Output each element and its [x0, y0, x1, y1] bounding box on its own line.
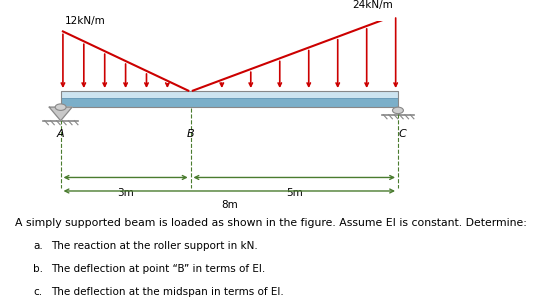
Text: The deflection at point “B” in terms of EI.: The deflection at point “B” in terms of … [52, 264, 266, 274]
Text: 12kN/m: 12kN/m [65, 16, 106, 26]
Text: 24kN/m: 24kN/m [353, 0, 393, 10]
Text: b.: b. [33, 264, 43, 274]
Polygon shape [60, 98, 398, 107]
Text: The reaction at the roller support in kN.: The reaction at the roller support in kN… [52, 241, 258, 251]
Polygon shape [49, 107, 72, 121]
Text: 5m: 5m [286, 188, 302, 198]
Text: The deflection at the midspan in terms of EI.: The deflection at the midspan in terms o… [52, 287, 284, 297]
Polygon shape [60, 91, 398, 98]
Circle shape [55, 104, 66, 110]
Text: A: A [57, 129, 64, 139]
Text: 3m: 3m [117, 188, 134, 198]
Circle shape [392, 107, 403, 114]
Text: B: B [187, 129, 194, 139]
Text: a.: a. [33, 241, 43, 251]
Text: 8m: 8m [221, 200, 238, 210]
Text: C: C [399, 129, 407, 139]
Text: A simply supported beam is loaded as shown in the figure. Assume EI is constant.: A simply supported beam is loaded as sho… [15, 218, 527, 228]
Text: c.: c. [33, 287, 43, 297]
